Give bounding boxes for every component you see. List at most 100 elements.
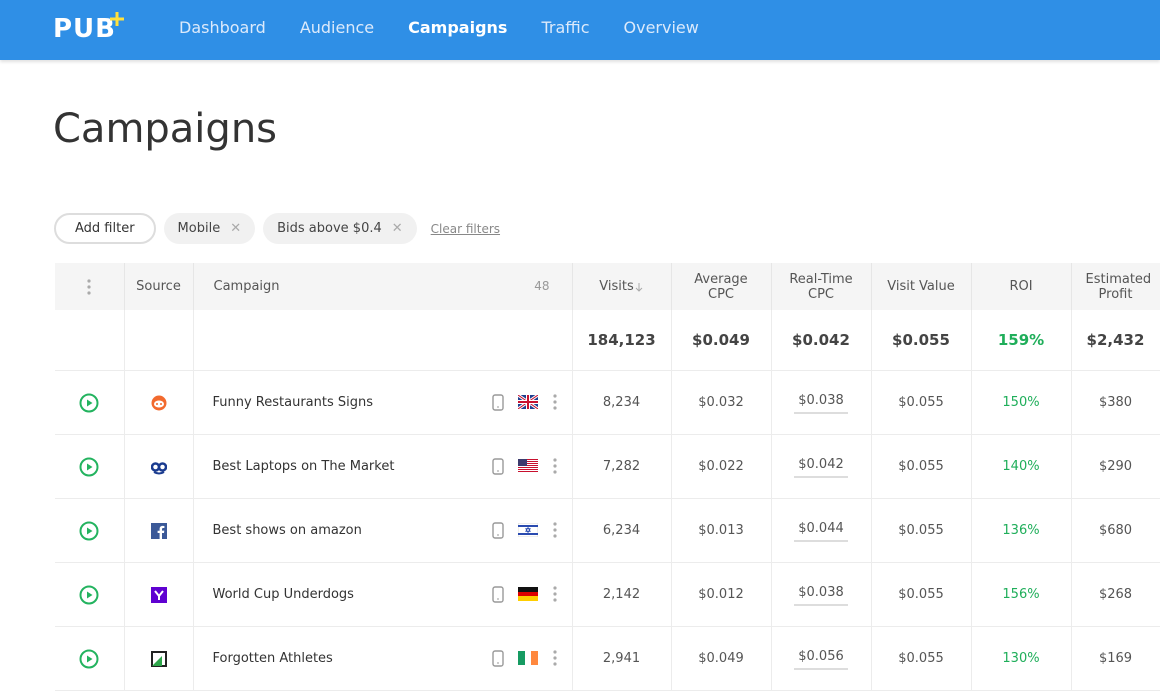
- column-header[interactable]: Visits: [572, 263, 672, 310]
- chip-remove[interactable]: ✕: [230, 221, 242, 236]
- column-header[interactable]: Real-Time CPC: [771, 263, 872, 310]
- metric-cell: 7,282: [572, 434, 672, 499]
- play-cell: [55, 562, 125, 627]
- filter-chip[interactable]: Mobile ✕: [163, 213, 256, 244]
- campaign-cell: Forgotten Athletes: [193, 626, 573, 691]
- device-icon: [491, 457, 504, 475]
- metric-cell: $0.055: [871, 562, 972, 627]
- metric-cell: 150%: [971, 370, 1072, 435]
- row-menu[interactable]: [552, 521, 558, 539]
- play-button[interactable]: [79, 521, 99, 540]
- nav-link[interactable]: Overview: [623, 18, 699, 37]
- logo[interactable]: PUB: [53, 12, 124, 44]
- row-tools: [491, 457, 558, 475]
- sort-icon: [634, 279, 644, 294]
- menu-dots: [86, 278, 92, 295]
- campaign-row[interactable]: Best shows on amazon 6,234 $0.013 $0.044 $0.…: [55, 498, 1160, 563]
- cpc-input[interactable]: $0.038: [794, 583, 848, 606]
- play-button[interactable]: [79, 393, 99, 412]
- column-header[interactable]: Average CPC: [671, 263, 772, 310]
- row-menu[interactable]: [552, 457, 558, 475]
- column-header[interactable]: ROI: [971, 263, 1072, 310]
- campaign-row[interactable]: Forgotten Athletes 2,941 $0.049 $0.056 $0.05…: [55, 626, 1160, 691]
- metric-cell: $0.056: [771, 626, 872, 691]
- metric-cell: $0.055: [871, 626, 972, 691]
- column-header[interactable]: Visit Value: [871, 263, 972, 310]
- column-menu[interactable]: [55, 263, 125, 310]
- campaign-cell: Best Laptops on The Market: [193, 434, 573, 499]
- metric-cell: $0.038: [771, 562, 872, 627]
- row-tools: [491, 649, 558, 667]
- metric-cell: $0.038: [771, 370, 872, 435]
- metric-cell: $680: [1071, 498, 1160, 563]
- campaign-name[interactable]: Best shows on amazon: [212, 523, 362, 538]
- add-filter-button[interactable]: Add filter: [54, 213, 156, 244]
- row-menu[interactable]: [552, 585, 558, 603]
- column-header: Campaign 48: [193, 263, 573, 310]
- column-header[interactable]: Source: [124, 263, 194, 310]
- totals-row: 184,123 $0.049 $0.042 $0.055 159% $2,432: [55, 310, 1160, 371]
- play-button[interactable]: [79, 649, 99, 668]
- metric-cell: $268: [1071, 562, 1160, 627]
- campaign-name[interactable]: Forgotten Athletes: [212, 651, 333, 666]
- metric-cell: 140%: [971, 434, 1072, 499]
- header-row: Source Campaign 48 Visits Average CPC Real-Ti…: [55, 263, 1160, 310]
- nav-link[interactable]: Dashboard: [179, 18, 266, 37]
- metric-cell: $0.013: [671, 498, 772, 563]
- nav-link[interactable]: Campaigns: [408, 18, 508, 37]
- nav-link[interactable]: Audience: [299, 18, 375, 37]
- metric-cell: 156%: [971, 562, 1072, 627]
- column-header[interactable]: Estimated Profit: [1071, 263, 1160, 310]
- country-flag: [517, 651, 538, 666]
- source-cell: [124, 370, 194, 435]
- metric-cell: 136%: [971, 498, 1072, 563]
- metric-cell: 2,142: [572, 562, 672, 627]
- row-tools: [491, 393, 558, 411]
- device-icon: [491, 649, 504, 667]
- metric-cell: 8,234: [572, 370, 672, 435]
- filter-chip[interactable]: Bids above $0.4 ✕: [263, 213, 417, 244]
- campaign-count: 48: [534, 279, 550, 293]
- play-cell: [55, 498, 125, 563]
- chip-remove[interactable]: ✕: [391, 221, 403, 236]
- campaign-cell: Funny Restaurants Signs: [193, 370, 573, 435]
- cpc-input[interactable]: $0.042: [794, 455, 848, 478]
- total-cell: $0.049: [671, 310, 772, 371]
- play-button[interactable]: [79, 457, 99, 476]
- cpc-input[interactable]: $0.056: [794, 647, 848, 670]
- country-flag: [516, 393, 539, 411]
- row-menu[interactable]: [552, 393, 558, 411]
- empty-cell: [193, 310, 573, 371]
- column-title[interactable]: Campaign: [213, 279, 280, 294]
- cpc-input[interactable]: $0.044: [794, 519, 848, 542]
- filter-bar: Add filter Mobile ✕ Bids above $0.4 ✕ Clear …: [54, 213, 500, 244]
- play-cell: [55, 370, 125, 435]
- row-tools: [491, 521, 558, 539]
- play-button[interactable]: [79, 585, 99, 604]
- cpc-input[interactable]: $0.038: [794, 391, 848, 414]
- campaign-row[interactable]: World Cup Underdogs 2,142 $0.012 $0.038 $0.0…: [55, 562, 1160, 627]
- total-cell: 184,123: [572, 310, 672, 371]
- logo-text[interactable]: PUB: [53, 14, 116, 44]
- empty-cell: [124, 310, 194, 371]
- campaign-name[interactable]: Funny Restaurants Signs: [212, 395, 374, 410]
- source-icon: [150, 459, 167, 474]
- metric-cell: $0.012: [671, 562, 772, 627]
- metric-cell: $0.049: [671, 626, 772, 691]
- nav-link[interactable]: Traffic: [541, 18, 590, 37]
- play-cell: [55, 626, 125, 691]
- source-cell: [124, 626, 194, 691]
- row-menu[interactable]: [552, 649, 558, 667]
- total-cell: 159%: [971, 310, 1072, 371]
- campaign-name[interactable]: World Cup Underdogs: [212, 587, 354, 602]
- total-cell: $0.042: [771, 310, 872, 371]
- clear-filters[interactable]: Clear filters: [430, 221, 501, 236]
- campaign-row[interactable]: Best Laptops on The Market 7,282 $0.022 $0.…: [55, 434, 1160, 499]
- metric-cell: 2,941: [572, 626, 672, 691]
- campaign-name[interactable]: Best Laptops on The Market: [212, 459, 395, 474]
- page-title: Campaigns: [53, 106, 278, 152]
- campaign-row[interactable]: Funny Restaurants Signs 8,234 $0.032 $0.038…: [55, 370, 1160, 435]
- metric-cell: $169: [1071, 626, 1160, 691]
- top-nav: PUB Dashboard Audience Campaigns Traffic Ove…: [0, 0, 1160, 60]
